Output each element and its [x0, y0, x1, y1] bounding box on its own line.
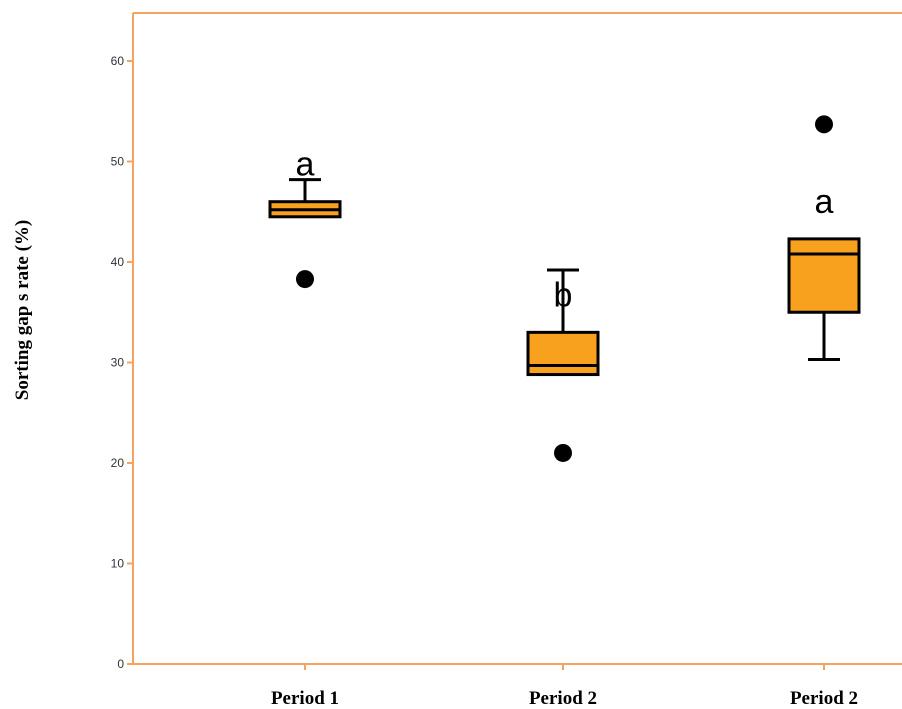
y-tick-label: 10: [111, 557, 125, 571]
x-tick-label: Period 1: [271, 688, 339, 709]
box-group: a: [268, 146, 342, 289]
significance-label: a: [296, 146, 315, 184]
y-tick-label: 60: [111, 54, 125, 68]
y-tick-label: 40: [111, 255, 125, 269]
y-tick-label: 0: [117, 657, 124, 671]
y-ticks: 0 10 20 30 40 50 60: [111, 54, 133, 671]
y-tick-label: 50: [111, 155, 125, 169]
box-group: b: [526, 268, 600, 462]
x-tick-label: Period 2: [790, 688, 858, 709]
outlier-point: [815, 115, 833, 134]
significance-label: a: [815, 183, 834, 221]
box-iqr: [787, 237, 861, 314]
x-tick-label: Period 2: [529, 688, 597, 709]
outlier-point: [296, 270, 314, 289]
significance-label: b: [554, 276, 573, 314]
box-group: a: [787, 115, 861, 361]
box-iqr: [526, 330, 600, 377]
outlier-point: [554, 443, 572, 462]
x-ticks: Period 1 Period 2 Period 2: [271, 664, 858, 709]
y-tick-label: 20: [111, 456, 125, 470]
y-axis-label: Sorting gap s rate (%): [12, 220, 33, 400]
y-tick-label: 30: [111, 356, 125, 370]
boxes: a b a: [268, 115, 861, 462]
